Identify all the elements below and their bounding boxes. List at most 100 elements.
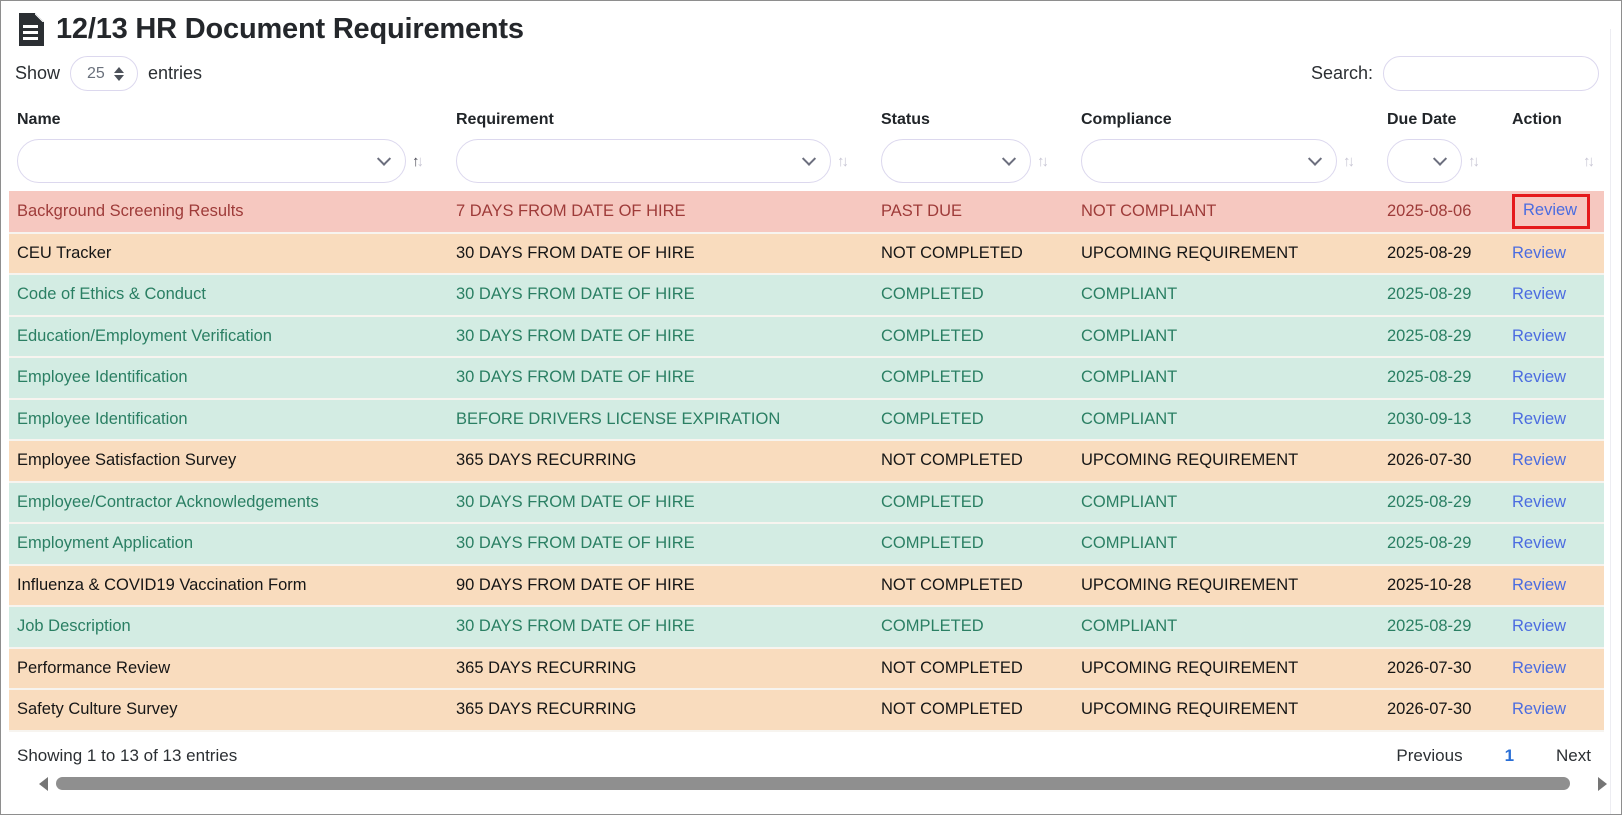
requirement-cell: 30 DAYS FROM DATE OF HIRE bbox=[448, 315, 873, 358]
next-page-button[interactable]: Next bbox=[1556, 745, 1591, 765]
action-cell: Review bbox=[1504, 191, 1604, 234]
action-cell: Review bbox=[1504, 357, 1604, 400]
due-date-cell: 2025-10-28 bbox=[1379, 564, 1504, 607]
compliance-cell: UPCOMING REQUIREMENT bbox=[1073, 689, 1379, 732]
requirement-sort-button[interactable]: ↑↓ bbox=[837, 152, 849, 170]
compliance-cell: UPCOMING REQUIREMENT bbox=[1073, 564, 1379, 607]
chevron-down-icon bbox=[1001, 151, 1017, 166]
scrollbar-thumb[interactable] bbox=[56, 777, 1570, 790]
status-filter-select[interactable] bbox=[881, 139, 1031, 183]
requirement-cell: 30 DAYS FROM DATE OF HIRE bbox=[448, 232, 873, 275]
review-link[interactable]: Review bbox=[1512, 243, 1567, 262]
search-input[interactable] bbox=[1383, 56, 1599, 91]
due-date-filter-select[interactable] bbox=[1387, 139, 1462, 183]
name-cell: Safety Culture Survey bbox=[9, 689, 448, 732]
compliance-cell: COMPLIANT bbox=[1073, 274, 1379, 317]
table-row: Job Description 30 DAYS FROM DATE OF HIRE… bbox=[9, 606, 1604, 649]
review-link[interactable]: Review bbox=[1512, 534, 1567, 553]
requirement-filter-select[interactable] bbox=[456, 139, 831, 183]
previous-page-button[interactable]: Previous bbox=[1396, 745, 1463, 765]
page-length-select[interactable]: 25 bbox=[70, 56, 139, 91]
status-cell: COMPLETED bbox=[873, 481, 1073, 524]
review-link[interactable]: Review bbox=[1512, 617, 1567, 636]
compliance-cell: UPCOMING REQUIREMENT bbox=[1073, 647, 1379, 690]
action-cell: Review bbox=[1504, 398, 1604, 441]
horizontal-scrollbar[interactable] bbox=[39, 776, 1607, 792]
due-date-cell: 2025-08-29 bbox=[1379, 481, 1504, 524]
table-row: Background Screening Results 7 DAYS FROM … bbox=[9, 191, 1604, 234]
review-link[interactable]: Review bbox=[1512, 575, 1567, 594]
chevron-down-icon bbox=[376, 151, 392, 166]
review-link[interactable]: Review bbox=[1512, 326, 1567, 345]
table-row: Employee Identification 30 DAYS FROM DATE… bbox=[9, 357, 1604, 400]
action-cell: Review bbox=[1504, 315, 1604, 358]
name-sort-button[interactable]: ↑↓ bbox=[412, 152, 424, 170]
scroll-left-arrow-icon[interactable] bbox=[39, 776, 48, 791]
compliance-sort-button[interactable]: ↑↓ bbox=[1343, 152, 1355, 170]
action-cell: Review bbox=[1504, 232, 1604, 275]
compliance-cell: NOT COMPLIANT bbox=[1073, 191, 1379, 234]
page-length-value: 25 bbox=[87, 64, 105, 82]
review-link[interactable]: Review bbox=[1512, 492, 1567, 511]
review-link[interactable]: Review bbox=[1523, 200, 1578, 219]
table-row: Performance Review 365 DAYS RECURRING NOT … bbox=[9, 647, 1604, 690]
due-date-cell: 2025-08-06 bbox=[1379, 191, 1504, 234]
action-cell: Review bbox=[1504, 523, 1604, 566]
table-body: Background Screening Results 7 DAYS FROM … bbox=[9, 191, 1604, 732]
due-date-sort-button[interactable]: ↑↓ bbox=[1468, 152, 1480, 170]
status-cell: NOT COMPLETED bbox=[873, 689, 1073, 732]
table-row: Employment Application 30 DAYS FROM DATE … bbox=[9, 523, 1604, 566]
status-sort-button[interactable]: ↑↓ bbox=[1037, 152, 1049, 170]
table-row: Employee/Contractor Acknowledgements 30 D… bbox=[9, 481, 1604, 524]
compliance-cell: UPCOMING REQUIREMENT bbox=[1073, 232, 1379, 275]
review-link[interactable]: Review bbox=[1512, 285, 1567, 304]
requirement-cell: 365 DAYS RECURRING bbox=[448, 689, 873, 732]
status-cell: NOT COMPLETED bbox=[873, 232, 1073, 275]
page-number-button[interactable]: 1 bbox=[1504, 745, 1515, 765]
column-header-compliance: Compliance bbox=[1081, 111, 1172, 128]
status-cell: NOT COMPLETED bbox=[873, 647, 1073, 690]
scroll-right-arrow-icon[interactable] bbox=[1598, 776, 1607, 791]
due-date-cell: 2026-07-30 bbox=[1379, 647, 1504, 690]
status-cell: COMPLETED bbox=[873, 357, 1073, 400]
name-cell: Employment Application bbox=[9, 523, 448, 566]
due-date-cell: 2025-08-29 bbox=[1379, 232, 1504, 275]
action-cell: Review bbox=[1504, 606, 1604, 649]
review-link[interactable]: Review bbox=[1512, 409, 1567, 428]
requirement-cell: 365 DAYS RECURRING bbox=[448, 647, 873, 690]
due-date-cell: 2026-07-30 bbox=[1379, 689, 1504, 732]
search-control: Search: bbox=[1311, 56, 1599, 91]
due-date-cell: 2025-08-29 bbox=[1379, 357, 1504, 400]
pagination: Previous 1 Next bbox=[1396, 746, 1591, 766]
status-cell: NOT COMPLETED bbox=[873, 564, 1073, 607]
review-link[interactable]: Review bbox=[1512, 700, 1567, 719]
compliance-filter-select[interactable] bbox=[1081, 139, 1337, 183]
review-link[interactable]: Review bbox=[1512, 658, 1567, 677]
action-sort-button[interactable]: ↑↓ bbox=[1583, 152, 1595, 170]
review-link[interactable]: Review bbox=[1512, 368, 1567, 387]
table-row: Employee Satisfaction Survey 365 DAYS REC… bbox=[9, 440, 1604, 483]
compliance-cell: COMPLIANT bbox=[1073, 523, 1379, 566]
column-header-due-date: Due Date bbox=[1387, 111, 1457, 128]
status-cell: COMPLETED bbox=[873, 606, 1073, 649]
column-header-name: Name bbox=[17, 111, 61, 128]
show-label: Show bbox=[15, 63, 61, 83]
due-date-cell: 2025-08-29 bbox=[1379, 523, 1504, 566]
requirement-cell: 30 DAYS FROM DATE OF HIRE bbox=[448, 606, 873, 649]
name-cell: Performance Review bbox=[9, 647, 448, 690]
requirement-cell: 30 DAYS FROM DATE OF HIRE bbox=[448, 274, 873, 317]
vertical-scrollbar-gutter bbox=[1610, 29, 1621, 814]
action-cell: Review bbox=[1504, 689, 1604, 732]
column-header-requirement: Requirement bbox=[456, 111, 554, 128]
action-cell: Review bbox=[1504, 564, 1604, 607]
name-filter-select[interactable] bbox=[17, 139, 406, 183]
table-toolbar: Show 25 entries Search: bbox=[15, 56, 1599, 91]
due-date-cell: 2025-08-29 bbox=[1379, 274, 1504, 317]
requirement-cell: BEFORE DRIVERS LICENSE EXPIRATION bbox=[448, 398, 873, 441]
review-link[interactable]: Review bbox=[1512, 451, 1567, 470]
requirement-cell: 30 DAYS FROM DATE OF HIRE bbox=[448, 481, 873, 524]
name-cell: Employee Identification bbox=[9, 357, 448, 400]
action-cell: Review bbox=[1504, 440, 1604, 483]
requirement-cell: 90 DAYS FROM DATE OF HIRE bbox=[448, 564, 873, 607]
requirements-table: Name Requirement Status Compliance Due D… bbox=[9, 105, 1604, 732]
